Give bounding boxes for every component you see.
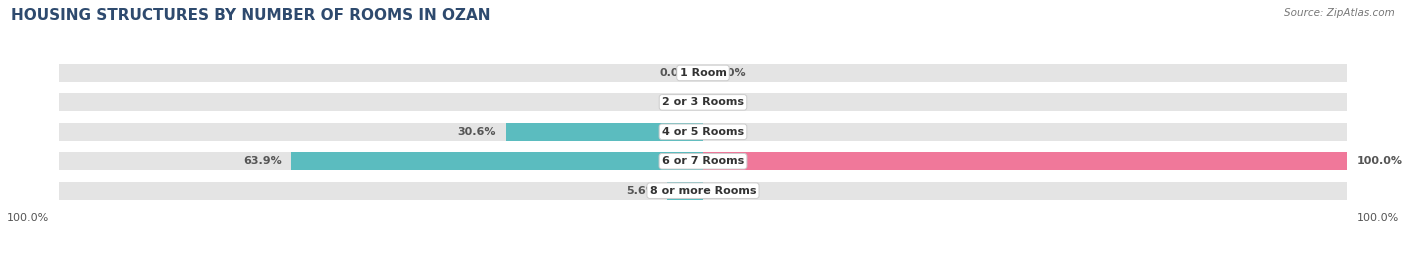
Bar	[703, 123, 1347, 141]
Text: 0.0%: 0.0%	[716, 186, 747, 196]
Text: 6 or 7 Rooms: 6 or 7 Rooms	[662, 156, 744, 166]
Text: 0.0%: 0.0%	[716, 97, 747, 107]
Text: 0.0%: 0.0%	[659, 68, 690, 78]
Text: Source: ZipAtlas.com: Source: ZipAtlas.com	[1284, 8, 1395, 18]
Text: 1 Room: 1 Room	[679, 68, 727, 78]
Bar	[59, 93, 703, 111]
Bar	[59, 64, 703, 82]
Bar	[703, 182, 1347, 200]
Bar	[666, 182, 703, 200]
Text: 63.9%: 63.9%	[243, 156, 281, 166]
Legend: Owner-occupied, Renter-occupied: Owner-occupied, Renter-occupied	[578, 266, 828, 269]
Text: 100.0%: 100.0%	[7, 213, 49, 223]
Text: 100.0%: 100.0%	[1357, 156, 1403, 166]
Text: 5.6%: 5.6%	[626, 186, 657, 196]
Bar	[59, 123, 703, 141]
Text: 0.0%: 0.0%	[659, 97, 690, 107]
Text: 4 or 5 Rooms: 4 or 5 Rooms	[662, 127, 744, 137]
Text: HOUSING STRUCTURES BY NUMBER OF ROOMS IN OZAN: HOUSING STRUCTURES BY NUMBER OF ROOMS IN…	[11, 8, 491, 23]
Text: 100.0%: 100.0%	[1357, 213, 1399, 223]
Text: 2 or 3 Rooms: 2 or 3 Rooms	[662, 97, 744, 107]
Bar	[59, 152, 703, 170]
Text: 30.6%: 30.6%	[457, 127, 496, 137]
Text: 0.0%: 0.0%	[716, 68, 747, 78]
Bar	[59, 182, 703, 200]
Bar	[291, 152, 703, 170]
Bar	[703, 152, 1347, 170]
Bar	[703, 152, 1347, 170]
Text: 8 or more Rooms: 8 or more Rooms	[650, 186, 756, 196]
Bar	[506, 123, 703, 141]
Bar	[703, 93, 1347, 111]
Bar	[703, 64, 1347, 82]
Text: 0.0%: 0.0%	[716, 127, 747, 137]
